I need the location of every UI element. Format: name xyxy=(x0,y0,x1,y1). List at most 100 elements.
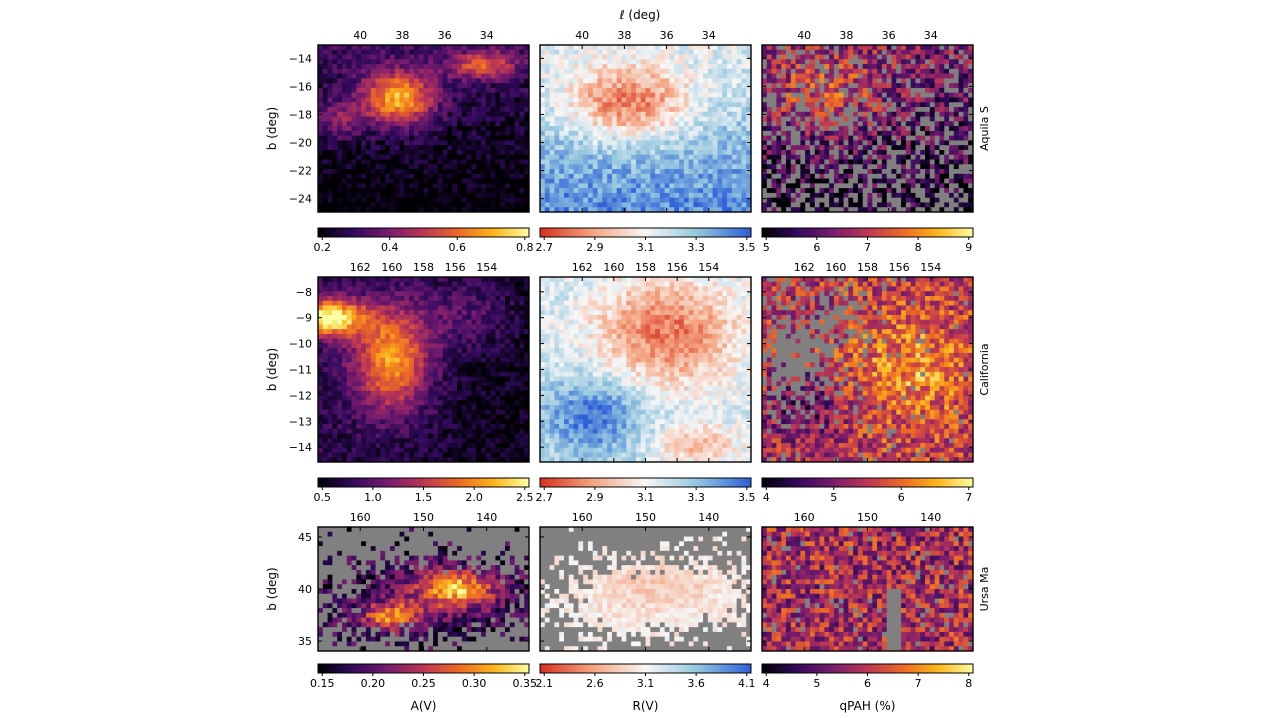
colorbar-tick-label: 7 xyxy=(965,491,972,504)
colorbar-tick-label: 2.5 xyxy=(516,491,534,504)
x-tick-label: 160 xyxy=(794,511,815,524)
x-tick-label: 160 xyxy=(603,261,624,274)
colorbar-tick-label: 2.1 xyxy=(535,677,553,690)
y-tick-label: −18 xyxy=(289,108,312,121)
column-label-extinction-av: A(V) xyxy=(411,699,437,713)
colorbar-tick-label: 0.20 xyxy=(361,677,386,690)
y-tick-label: 45 xyxy=(298,531,312,544)
y-tick-label: −14 xyxy=(289,52,312,65)
colorbar-tick-label: 2.9 xyxy=(586,241,604,254)
x-tick-label: 40 xyxy=(797,29,811,42)
x-tick-label: 38 xyxy=(617,29,631,42)
colorbar-tick-label: 0.15 xyxy=(310,677,335,690)
colorbar-tick-label: 2.7 xyxy=(535,491,553,504)
colorbar-tick-label: 3.6 xyxy=(687,677,705,690)
colorbar-tick-label: 0.6 xyxy=(449,241,467,254)
x-tick-label: 40 xyxy=(575,29,589,42)
x-tick-label: 162 xyxy=(572,261,593,274)
region-label: Aquila S xyxy=(978,106,991,151)
colorbar-tick-label: 0.2 xyxy=(313,241,331,254)
colorbar-tick-label: 5 xyxy=(813,677,820,690)
y-axis-label: b (deg) xyxy=(265,348,279,391)
x-tick-label: 160 xyxy=(381,261,402,274)
colorbar-tick-label: 4 xyxy=(763,677,770,690)
colorbar-tick-label: 3.1 xyxy=(637,241,655,254)
colorbar-tick-label: 2.6 xyxy=(586,677,604,690)
region-label: Ursa Ma xyxy=(978,567,991,612)
colorbar-tick-label: 6 xyxy=(813,241,820,254)
colorbar-tick-label: 7 xyxy=(864,241,871,254)
y-tick-label: −24 xyxy=(289,193,312,206)
colorbar-r1-rv: 2.7 2.9 3.1 3.3 3.5 xyxy=(535,227,756,254)
colorbar-tick-label: 2.7 xyxy=(535,241,553,254)
x-tick-label: 150 xyxy=(413,511,434,524)
map-panel-r2-extinction-av: 162 160 158 156 154 −8 −9 −10 −11 −12 −13 −14 xyxy=(289,261,530,463)
colorbar-tick-label: 0.25 xyxy=(411,677,436,690)
x-tick-label: 38 xyxy=(839,29,853,42)
colorbar-r3-extinction-av: 0.15 0.20 0.25 0.30 0.35 xyxy=(310,663,537,690)
y-tick-label: −22 xyxy=(289,165,312,178)
colorbar-tick-label: 3.1 xyxy=(637,491,655,504)
y-axis-label: b (deg) xyxy=(265,567,279,610)
y-tick-label: −8 xyxy=(296,286,312,299)
map-panel-r3-extinction-av: 160 150 140 45 40 35 xyxy=(298,511,530,652)
x-tick-label: 34 xyxy=(702,29,716,42)
map-panel-r3-qpah: 160 150 140 xyxy=(761,511,974,652)
x-tick-label: 158 xyxy=(635,261,656,274)
region-label: California xyxy=(978,343,991,395)
y-tick-label: −13 xyxy=(289,415,312,428)
colorbar-r3-rv: 2.1 2.6 3.1 3.6 4.1 xyxy=(535,663,756,690)
colorbar-tick-label: 3.1 xyxy=(637,677,655,690)
x-tick-label: 34 xyxy=(480,29,494,42)
x-tick-label: 160 xyxy=(350,511,371,524)
colorbar-tick-label: 0.30 xyxy=(462,677,487,690)
colorbar-r3-qpah: 4 5 6 7 8 xyxy=(761,663,974,690)
y-tick-label: −11 xyxy=(289,364,312,377)
map-panel-r1-rv: 40 38 36 34 xyxy=(539,29,752,213)
x-tick-label: 140 xyxy=(920,511,941,524)
x-tick-label: 158 xyxy=(857,261,878,274)
colorbar-tick-label: 1.0 xyxy=(364,491,382,504)
x-tick-label: 162 xyxy=(350,261,371,274)
x-tick-label: 160 xyxy=(572,511,593,524)
y-tick-label: −14 xyxy=(289,441,312,454)
colorbar-tick-label: 8 xyxy=(915,241,922,254)
y-tick-label: 35 xyxy=(298,635,312,648)
x-tick-label: 140 xyxy=(698,511,719,524)
y-tick-label: −16 xyxy=(289,80,312,93)
map-panel-r2-rv: 162 160 158 156 154 xyxy=(539,261,752,463)
colorbar-tick-label: 5 xyxy=(763,241,770,254)
x-tick-label: 156 xyxy=(889,261,910,274)
x-tick-label: 156 xyxy=(667,261,688,274)
x-tick-label: 36 xyxy=(882,29,896,42)
colorbar-tick-label: 7 xyxy=(915,677,922,690)
x-tick-label: 154 xyxy=(476,261,497,274)
y-tick-label: −12 xyxy=(289,389,312,402)
top-axis-label: ℓ (deg) xyxy=(619,8,661,22)
colorbar-r1-extinction-av: 0.2 0.4 0.6 0.8 xyxy=(313,227,534,254)
colorbar-tick-label: 1.5 xyxy=(415,491,433,504)
colorbar-tick-label: 2.0 xyxy=(465,491,483,504)
x-tick-label: 156 xyxy=(445,261,466,274)
colorbar-tick-label: 3.3 xyxy=(687,241,705,254)
y-axis-label: b (deg) xyxy=(265,107,279,150)
colorbar-tick-label: 4 xyxy=(763,491,770,504)
colorbar-r1-qpah: 5 6 7 8 9 xyxy=(761,227,974,254)
x-tick-label: 160 xyxy=(825,261,846,274)
column-label-rv: R(V) xyxy=(633,699,659,713)
colorbar-r2-extinction-av: 0.5 1.0 1.5 2.0 2.5 xyxy=(313,477,534,504)
panel-frame xyxy=(317,44,530,213)
x-tick-label: 150 xyxy=(635,511,656,524)
x-tick-label: 158 xyxy=(413,261,434,274)
colorbar-r2-rv: 2.7 2.9 3.1 3.3 3.5 xyxy=(535,477,756,504)
panel-frame xyxy=(539,44,752,213)
colorbar-r2-qpah: 4 5 6 7 xyxy=(761,477,974,504)
colorbar-tick-label: 8 xyxy=(965,677,972,690)
x-tick-label: 38 xyxy=(395,29,409,42)
colorbar-tick-label: 6 xyxy=(864,677,871,690)
colorbar-tick-label: 4.1 xyxy=(738,677,756,690)
map-panel-r2-qpah: 162 160 158 156 154 xyxy=(761,261,974,463)
x-tick-label: 36 xyxy=(438,29,452,42)
colorbar-tick-label: 0.5 xyxy=(313,491,331,504)
